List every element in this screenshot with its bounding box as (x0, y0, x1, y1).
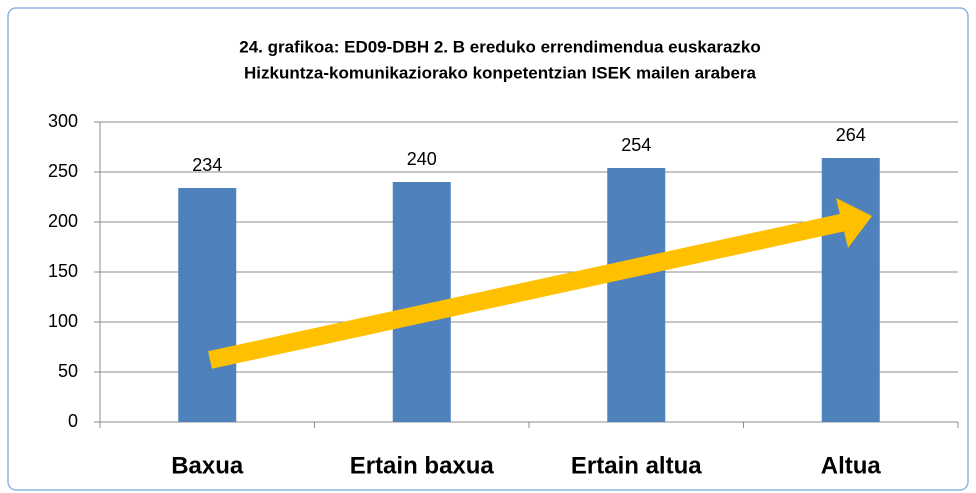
x-tick-label: Ertain baxua (350, 452, 495, 479)
bar (178, 188, 237, 422)
chart-title: 24. grafikoa: ED09-DBH 2. B ereduko erre… (239, 37, 761, 56)
x-tick-label: Baxua (171, 452, 244, 479)
x-tick-label: Ertain altua (571, 452, 702, 479)
y-tick-label: 100 (48, 311, 78, 331)
data-label: 234 (192, 155, 222, 175)
bar (607, 168, 666, 422)
y-tick-label: 200 (48, 211, 78, 231)
chart-border (7, 7, 969, 491)
y-tick-label: 250 (48, 161, 78, 181)
data-label: 240 (407, 149, 437, 169)
trend-arrow-head (836, 198, 872, 248)
y-tick-label: 0 (68, 411, 78, 431)
data-label: 264 (836, 125, 866, 145)
y-tick-label: 300 (48, 111, 78, 131)
chart-title: Hizkuntza-komunikaziorako konpetentzian … (244, 63, 757, 82)
x-tick-label: Altua (821, 452, 882, 479)
bar (821, 158, 880, 422)
y-tick-label: 50 (58, 361, 78, 381)
y-tick-label: 150 (48, 261, 78, 281)
trend-arrow-shaft (208, 213, 847, 369)
data-label: 254 (621, 135, 651, 155)
